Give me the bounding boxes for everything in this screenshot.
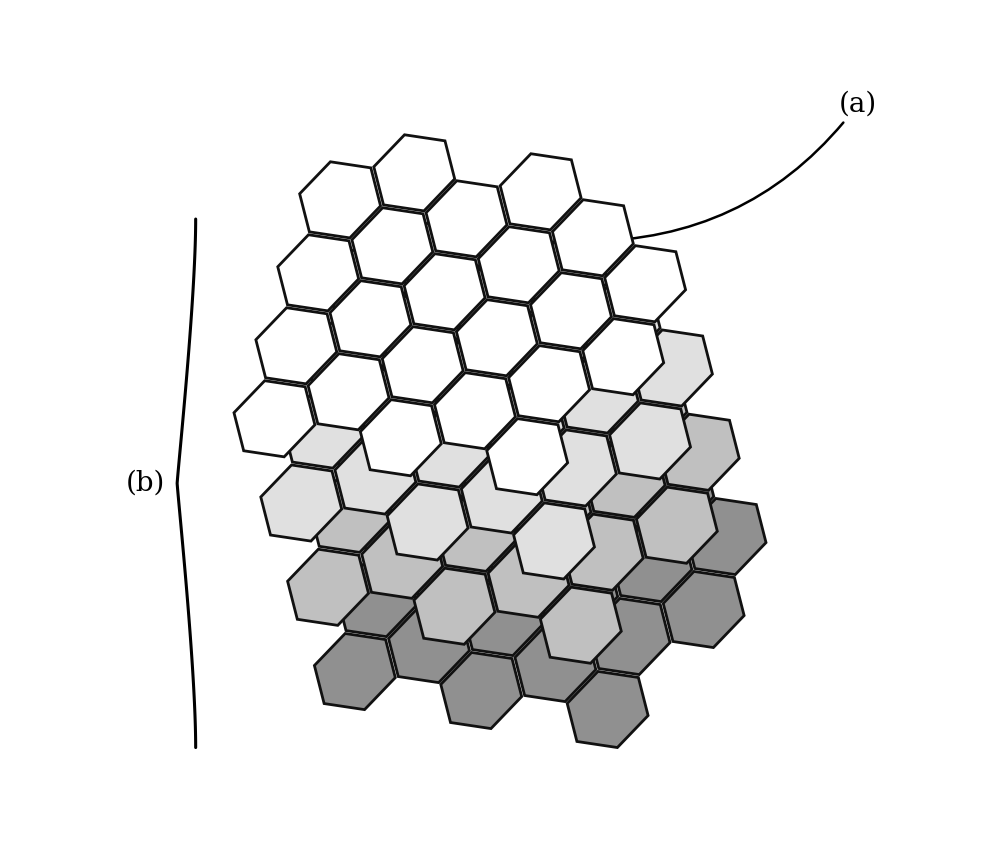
Polygon shape [404,254,485,329]
Polygon shape [610,403,691,479]
Polygon shape [458,422,539,499]
Polygon shape [410,533,491,610]
Polygon shape [632,330,712,406]
Polygon shape [581,407,662,483]
Polygon shape [500,153,581,230]
Polygon shape [483,384,564,460]
Polygon shape [234,381,315,457]
Polygon shape [532,395,613,472]
Polygon shape [406,376,486,453]
Polygon shape [514,503,594,579]
Polygon shape [461,457,542,533]
Polygon shape [256,308,337,384]
Polygon shape [552,199,633,276]
Polygon shape [308,354,389,430]
Polygon shape [288,549,368,625]
Polygon shape [409,411,490,487]
Polygon shape [309,476,390,552]
Polygon shape [278,235,359,311]
Polygon shape [579,284,660,360]
Polygon shape [505,311,586,387]
Polygon shape [531,273,611,349]
Polygon shape [540,587,621,663]
Polygon shape [485,506,565,583]
Polygon shape [431,338,512,414]
Polygon shape [478,226,559,303]
Polygon shape [685,499,766,575]
Polygon shape [379,292,460,368]
Polygon shape [537,552,618,629]
Polygon shape [559,479,640,556]
Polygon shape [330,281,411,357]
Polygon shape [636,487,717,564]
Polygon shape [606,368,687,445]
Polygon shape [414,568,495,644]
Polygon shape [583,319,664,394]
Polygon shape [488,541,569,617]
Polygon shape [353,330,434,407]
Polygon shape [463,579,544,655]
Polygon shape [456,300,537,375]
Polygon shape [584,441,665,518]
Polygon shape [326,246,407,323]
Polygon shape [432,460,513,537]
Text: (a): (a) [587,91,877,241]
Polygon shape [283,392,364,468]
Polygon shape [454,388,535,464]
Polygon shape [453,265,534,341]
Polygon shape [663,571,744,648]
Polygon shape [382,327,463,403]
Polygon shape [589,598,670,675]
Polygon shape [562,514,643,590]
Polygon shape [527,238,608,314]
Polygon shape [427,303,508,380]
Polygon shape [611,525,692,602]
Polygon shape [352,208,433,284]
Polygon shape [605,245,686,322]
Polygon shape [515,625,596,701]
Polygon shape [384,449,465,525]
Polygon shape [554,323,635,399]
Polygon shape [633,453,714,529]
Polygon shape [380,414,461,491]
Polygon shape [358,487,439,564]
Polygon shape [374,134,455,211]
Polygon shape [426,180,507,257]
Polygon shape [300,162,381,238]
Polygon shape [435,373,515,449]
Polygon shape [357,365,438,441]
Polygon shape [362,522,443,598]
Polygon shape [336,561,417,636]
Polygon shape [487,419,568,495]
Polygon shape [261,465,342,541]
Polygon shape [335,438,416,514]
Text: (b): (b) [126,470,166,497]
Polygon shape [441,653,522,728]
Polygon shape [535,430,616,506]
Polygon shape [401,219,482,295]
Polygon shape [314,634,395,709]
Polygon shape [389,607,469,682]
Polygon shape [305,319,385,395]
Polygon shape [658,414,739,491]
Polygon shape [509,346,590,421]
Polygon shape [360,400,441,476]
Polygon shape [387,484,468,560]
Polygon shape [436,495,517,571]
Polygon shape [506,434,587,510]
Polygon shape [480,349,561,426]
Polygon shape [510,468,591,544]
Polygon shape [557,357,638,433]
Polygon shape [331,403,412,479]
Polygon shape [567,671,648,747]
